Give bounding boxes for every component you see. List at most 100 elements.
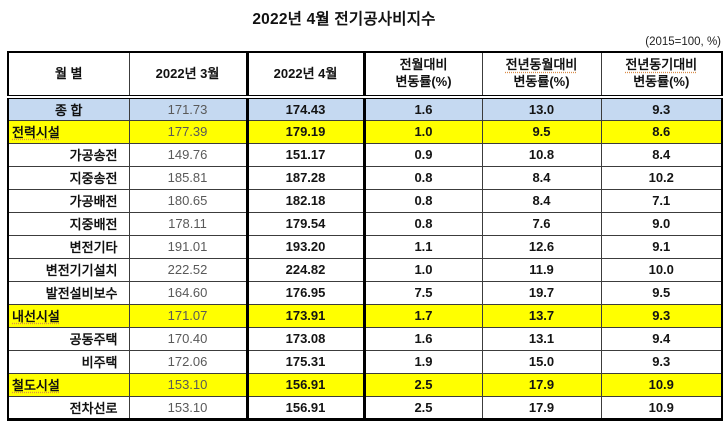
row-label: 가공송전 [69,148,118,163]
row-label: 전차선로 [69,400,118,416]
yoy-month-change-cell: 17.9 [481,395,602,420]
yoy-period-change-cell: 7.1 [600,188,723,213]
march-index-cell: 171.07 [128,303,248,328]
row-label-cell: 공동주택 [7,326,130,351]
row-label-cell: 전력시설 [7,119,130,144]
march-index-cell: 149.76 [128,142,248,167]
row-label-cell: 가공배전 [7,188,130,213]
table-row-sub: 발전설비보수 164.60 176.95 7.5 19.7 9.5 [7,280,723,305]
yoy-period-change-cell: 10.0 [600,257,723,282]
row-label: 발전설비보수 [45,286,118,301]
column-header-text: 전년동기대비 [625,57,698,73]
mom-change-cell: 0.9 [362,142,483,167]
march-index-cell: 172.06 [128,349,248,374]
column-header-text: 전년동월대비 [505,57,578,73]
april-index-cell: 179.19 [245,119,365,144]
yoy-month-change-cell: 13.7 [481,303,602,328]
april-index-cell: 156.91 [245,372,365,397]
yoy-period-change-cell: 9.1 [600,234,723,259]
table-header-row: 월 별 2022년 3월 2022년 4월 전월대비 변동률(%) 전년동월대비 변… [7,51,723,99]
column-header-yoy-period-change: 전년동기대비 변동률(%) [600,51,723,99]
row-label: 지중송전 [69,171,118,186]
row-label: 종 합 [54,102,83,118]
march-index-cell: 178.11 [128,211,248,236]
table-row-sub: 지중송전 185.81 187.28 0.8 8.4 10.2 [7,165,723,190]
row-label: 공동주택 [69,332,118,347]
row-label: 지중배전 [69,217,118,232]
column-header-text: 전월대비 [399,57,448,73]
mom-change-cell: 1.1 [362,234,483,259]
table-body: 종 합 171.73 174.43 1.6 13.0 9.3 전력시설 177.39 179.1… [7,96,723,420]
april-index-cell: 193.20 [245,234,365,259]
april-index-cell: 156.91 [245,395,365,420]
mom-change-cell: 0.8 [362,188,483,213]
april-index-cell: 174.43 [245,96,365,121]
table-row-sub: 가공송전 149.76 151.17 0.9 10.8 8.4 [7,142,723,167]
yoy-month-change-cell: 7.6 [481,211,602,236]
yoy-month-change-cell: 9.5 [481,119,602,144]
mom-change-cell: 1.6 [362,96,483,121]
row-label-cell: 전차선로 [7,395,130,420]
march-index-cell: 180.65 [128,188,248,213]
table-row-category: 전력시설 177.39 179.19 1.0 9.5 8.6 [7,119,723,144]
row-label: 가공배전 [69,194,118,209]
row-label: 변전기기설치 [45,263,118,278]
row-label: 변전기타 [69,240,118,255]
yoy-period-change-cell: 10.9 [600,372,723,397]
column-header-mom-change: 전월대비 변동률(%) [362,51,483,99]
row-label-cell: 변전기타 [7,234,130,259]
yoy-month-change-cell: 17.9 [481,372,602,397]
table-row-category: 내선시설 171.07 173.91 1.7 13.7 9.3 [7,303,723,328]
yoy-month-change-cell: 8.4 [481,165,602,190]
yoy-period-change-cell: 9.3 [600,349,723,374]
yoy-period-change-cell: 8.4 [600,142,723,167]
row-label: 비주택 [81,355,118,370]
april-index-cell: 179.54 [245,211,365,236]
row-label: 내선시설 [12,309,60,324]
april-index-cell: 224.82 [245,257,365,282]
row-label-cell: 발전설비보수 [7,280,130,305]
column-header-text: 월 별 [54,65,83,81]
yoy-period-change-cell: 10.2 [600,165,723,190]
mom-change-cell: 0.8 [362,165,483,190]
april-index-cell: 175.31 [245,349,365,374]
row-label-cell: 지중배전 [7,211,130,236]
mom-change-cell: 2.5 [362,372,483,397]
april-index-cell: 173.08 [245,326,365,351]
march-index-cell: 171.73 [128,96,248,121]
yoy-period-change-cell: 8.6 [600,119,723,144]
row-label-cell: 내선시설 [7,303,130,328]
april-index-cell: 151.17 [245,142,365,167]
table-row-sub: 가공배전 180.65 182.18 0.8 8.4 7.1 [7,188,723,213]
table-row-sub: 변전기타 191.01 193.20 1.1 12.6 9.1 [7,234,723,259]
yoy-month-change-cell: 10.8 [481,142,602,167]
april-index-cell: 173.91 [245,303,365,328]
yoy-period-change-cell: 9.3 [600,96,723,121]
mom-change-cell: 7.5 [362,280,483,305]
mom-change-cell: 1.7 [362,303,483,328]
yoy-period-change-cell: 9.4 [600,326,723,351]
column-header-text: 2022년 4월 [273,65,338,81]
unit-note: (2015=100, %) [645,36,721,48]
april-index-cell: 182.18 [245,188,365,213]
row-label-cell: 비주택 [7,349,130,374]
mom-change-cell: 1.0 [362,257,483,282]
electric-cost-index-table: 월 별 2022년 3월 2022년 4월 전월대비 변동률(%) 전년동월대비 변… [7,51,723,421]
table-row-sub: 공동주택 170.40 173.08 1.6 13.1 9.4 [7,326,723,351]
march-index-cell: 222.52 [128,257,248,282]
table-row-category: 철도시설 153.10 156.91 2.5 17.9 10.9 [7,372,723,397]
yoy-period-change-cell: 9.5 [600,280,723,305]
yoy-period-change-cell: 10.9 [600,395,723,420]
yoy-month-change-cell: 15.0 [481,349,602,374]
page-title: 2022년 4월 전기공사비지수 [252,11,436,28]
row-label-cell: 가공송전 [7,142,130,167]
mom-change-cell: 1.0 [362,119,483,144]
table-row-total: 종 합 171.73 174.43 1.6 13.0 9.3 [7,96,723,121]
row-label: 전력시설 [12,125,60,140]
march-index-cell: 177.39 [128,119,248,144]
march-index-cell: 191.01 [128,234,248,259]
yoy-month-change-cell: 11.9 [481,257,602,282]
march-index-cell: 164.60 [128,280,248,305]
april-index-cell: 176.95 [245,280,365,305]
